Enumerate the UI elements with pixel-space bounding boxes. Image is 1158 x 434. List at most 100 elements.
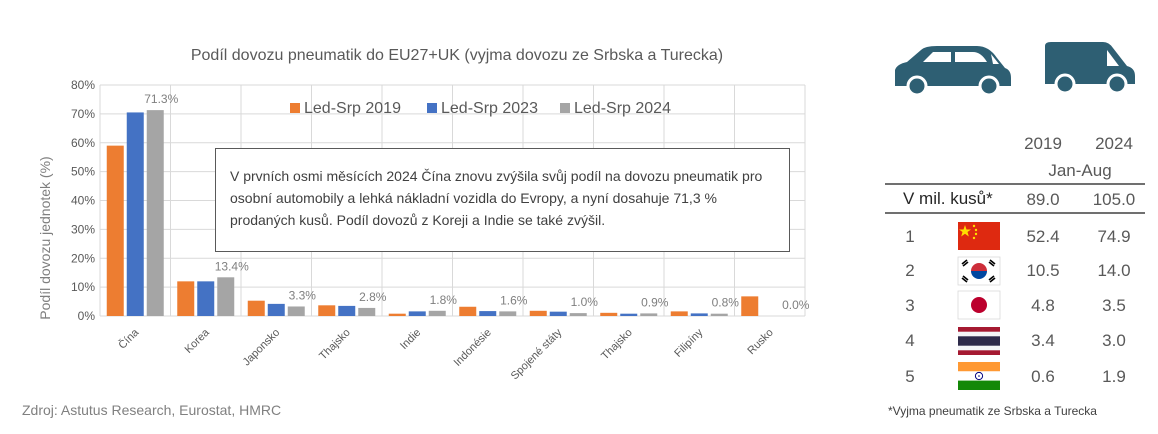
data-label: 1.6% [500, 293, 528, 307]
y-axis-label: Podíl dovozu jednotek (%) [37, 156, 53, 319]
chart-title: Podíl dovozu pneumatik do EU27+UK (vyjma… [191, 47, 723, 64]
category-label: Korea [183, 326, 213, 356]
category-label: Filipíny [672, 326, 705, 359]
bar [710, 313, 728, 316]
bar [428, 310, 446, 316]
van-icon [1045, 42, 1135, 95]
bar [247, 300, 265, 316]
table-value-2024: 74.9 [1097, 227, 1130, 246]
bar [388, 313, 406, 316]
bar [549, 311, 567, 316]
y-tick-label: 10% [71, 280, 95, 294]
bar [287, 306, 305, 316]
data-label: 0.0% [782, 298, 810, 312]
total-label: V mil. kusů* [903, 189, 993, 208]
category-label: Indie [398, 327, 423, 352]
legend-label: Led-Srp 2024 [574, 100, 671, 117]
table-rank: 1 [905, 227, 914, 246]
bar [499, 311, 517, 316]
bar [358, 307, 376, 316]
bar [146, 110, 164, 316]
x-axis-categories: Čína Korea Japonsko Thajsko Indie Indonésie Sp… [116, 325, 776, 382]
y-tick-label: 20% [71, 251, 95, 265]
y-tick-label: 60% [71, 136, 95, 150]
table-value-2019: 4.8 [1031, 296, 1055, 315]
bar [177, 281, 195, 316]
table-value-2024: 3.5 [1102, 296, 1126, 315]
bar [106, 145, 124, 316]
legend-label: Led-Srp 2019 [304, 100, 401, 117]
category-label: Čína [116, 325, 142, 351]
table-value-2019: 52.4 [1026, 227, 1059, 246]
y-tick-label: 80% [71, 78, 95, 92]
table-value-2019: 10.5 [1026, 261, 1059, 280]
legend: Led-Srp 2019 Led-Srp 2023 Led-Srp 2024 [290, 100, 671, 117]
car-icon [895, 46, 1011, 97]
japan-flag-icon [957, 290, 1001, 320]
bar [670, 311, 688, 316]
table-value-2019: 0.6 [1031, 367, 1055, 386]
bar [569, 313, 587, 316]
gridlines [99, 84, 806, 317]
table-rank: 2 [905, 261, 914, 280]
total-2019: 89.0 [1026, 190, 1059, 209]
bar [640, 313, 658, 316]
table-value-2024: 3.0 [1102, 331, 1126, 350]
y-tick-label: 50% [71, 165, 95, 179]
data-label: 71.3% [144, 92, 178, 106]
table-value-2024: 14.0 [1097, 261, 1130, 280]
table-value-2019: 3.4 [1031, 331, 1055, 350]
data-label: 1.0% [571, 295, 599, 309]
col-2019-header: 2019 [1024, 134, 1062, 153]
annotation-box: V prvních osmi měsících 2024 Čína znovu … [215, 148, 790, 252]
y-tick-label: 0% [78, 309, 96, 323]
bar [126, 112, 144, 317]
china-flag-icon [958, 222, 1000, 250]
bar [690, 313, 708, 316]
col-2024-header: 2024 [1095, 134, 1133, 153]
legend-label: Led-Srp 2023 [441, 100, 538, 117]
bar [529, 310, 547, 316]
period-label: Jan-Aug [1048, 161, 1111, 180]
bar [600, 312, 618, 316]
y-tick-label: 40% [71, 194, 95, 208]
y-tick-label: 70% [71, 107, 95, 121]
data-label: 0.9% [641, 295, 669, 309]
bar [217, 277, 235, 316]
legend-swatch [560, 103, 570, 113]
category-label: Indonésie [452, 327, 494, 369]
bars [106, 110, 759, 317]
bar [620, 313, 638, 316]
category-label: Thajsko [317, 327, 353, 363]
y-axis-ticks: 0% 10% 20% 30% 40% 50% 60% 70% 80% [71, 78, 95, 323]
bar [338, 305, 356, 316]
bar [408, 311, 426, 316]
table-rank: 5 [905, 367, 914, 386]
category-label: Rusko [745, 327, 776, 358]
legend-swatch [427, 103, 437, 113]
country-table: 1 52.4 74.9 2 10.5 14.0 3 4.8 3.5 4 3.4 3.0 5 0.6 1.9 [905, 227, 1130, 386]
bar [741, 296, 759, 316]
total-2024: 105.0 [1093, 190, 1136, 209]
category-label: Spojené státy [509, 326, 565, 382]
category-label: Japonsko [241, 327, 283, 369]
data-label: 0.8% [712, 296, 740, 310]
data-label: 13.4% [215, 259, 249, 273]
table-value-2024: 1.9 [1102, 367, 1126, 386]
table-rank: 3 [905, 296, 914, 315]
data-labels: 71.3% 13.4% 3.3% 2.8% 1.8% 1.6% 1.0% 0.9% 0.8% 0.… [144, 92, 810, 312]
bar [197, 281, 215, 316]
legend-swatch [290, 103, 300, 113]
bar [479, 311, 497, 316]
bar [267, 303, 285, 316]
south-korea-flag-icon [957, 256, 1001, 286]
bar [318, 305, 336, 316]
y-tick-label: 30% [71, 222, 95, 236]
thailand-flag-icon [958, 327, 1000, 355]
table-footnote: *Vyjma pneumatik ze Srbska a Turecka [888, 404, 1097, 418]
table-rank: 4 [905, 331, 914, 350]
bar [459, 306, 477, 316]
india-flag-icon [958, 362, 1000, 390]
category-label: Thajsko [599, 327, 635, 363]
